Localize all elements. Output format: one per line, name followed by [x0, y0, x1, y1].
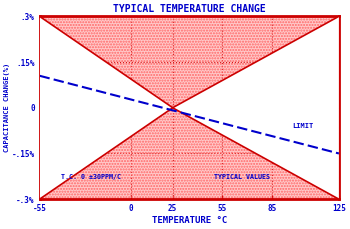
Text: TYPICAL VALUES: TYPICAL VALUES [214, 174, 270, 180]
Text: T.C. 0 ±30PPM/C: T.C. 0 ±30PPM/C [61, 174, 121, 180]
Text: LIMIT: LIMIT [292, 123, 314, 129]
X-axis label: TEMPERATURE °C: TEMPERATURE °C [152, 216, 227, 225]
Y-axis label: CAPACITANCE CHANGE(%): CAPACITANCE CHANGE(%) [4, 63, 10, 152]
Title: TYPICAL TEMPERATURE CHANGE: TYPICAL TEMPERATURE CHANGE [113, 4, 266, 14]
